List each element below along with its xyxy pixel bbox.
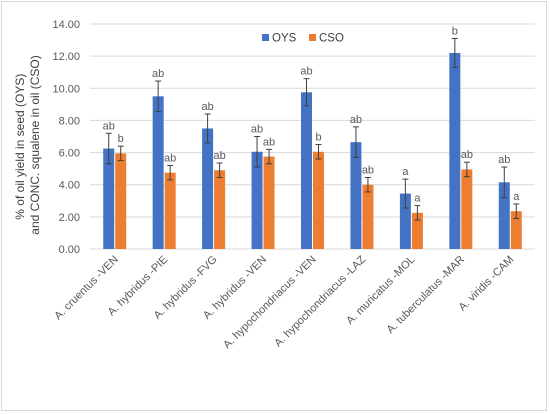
significance-label: b	[452, 25, 458, 37]
error-bar	[117, 145, 124, 162]
legend-label: OYS	[272, 33, 297, 45]
significance-label: ab	[251, 124, 263, 136]
y-tick-label: 10.00	[52, 83, 80, 95]
bar-oys	[103, 148, 115, 249]
error-bar	[155, 80, 162, 113]
error-bar	[364, 176, 371, 193]
bar-cso	[115, 153, 127, 249]
bar-oys	[202, 128, 214, 249]
bar-cso	[362, 184, 374, 249]
error-bar	[352, 126, 359, 158]
y-tick-label: 8.00	[59, 115, 80, 127]
error-bar	[303, 78, 310, 107]
significance-label: ab	[201, 101, 213, 113]
error-bar	[414, 205, 421, 221]
bar-cso	[411, 212, 423, 249]
bar-oys	[251, 151, 263, 249]
significance-label: ab	[152, 68, 164, 80]
bar-cso	[214, 170, 226, 249]
legend: OYS CSO	[262, 33, 344, 45]
bar-oys	[449, 52, 461, 249]
y-tick-label: 4.00	[59, 180, 80, 192]
legend-item-cso: CSO	[309, 33, 344, 45]
error-bar	[315, 144, 322, 160]
bar-oys	[399, 193, 411, 249]
significance-label: b	[118, 133, 124, 145]
grid-lines	[90, 23, 535, 250]
error-bars	[105, 37, 520, 221]
y-tick-label: 14.00	[52, 19, 80, 31]
legend-swatch	[262, 34, 269, 41]
y-axis-title-line1: % of oil yield in seed (OYS)	[13, 74, 27, 220]
error-bar	[254, 136, 261, 168]
bar-oys	[350, 142, 362, 249]
error-bar	[167, 164, 174, 181]
category-label: A. hypochondriacus -VEN	[221, 254, 319, 352]
significance-label: ab	[498, 154, 510, 166]
bar-oys	[498, 182, 510, 249]
legend-label: CSO	[319, 33, 344, 45]
bar-cso	[263, 156, 275, 249]
significance-label: a	[513, 191, 520, 203]
y-tick-label: 2.00	[59, 212, 80, 224]
error-bar	[105, 132, 112, 165]
bar-oys	[152, 96, 164, 249]
bar-oys	[301, 92, 312, 249]
significance-label: ab	[164, 152, 176, 164]
bar-cso	[510, 211, 522, 249]
bars	[103, 52, 522, 249]
bar-cso	[461, 169, 473, 249]
error-bar	[451, 37, 458, 68]
significance-label: ab	[213, 150, 225, 162]
legend-item-oys: OYS	[262, 33, 297, 45]
y-tick-label: 12.00	[52, 51, 80, 63]
error-bar	[501, 166, 508, 199]
legend-swatch	[309, 34, 316, 41]
error-bar	[463, 161, 470, 178]
significance-label: ab	[362, 164, 374, 176]
y-axis-title: % of oil yield in seed (OYS) and CONC. s…	[13, 55, 42, 234]
bar-cso	[313, 151, 324, 249]
significance-label: ab	[461, 149, 473, 161]
significance-label: a	[414, 193, 421, 205]
y-axis-tick-labels: 0.00 2.00 4.00 6.00 8.00 10.00 12.00 14.00	[52, 19, 80, 256]
category-label: A. hypochondriacus -LAZ	[272, 253, 368, 349]
error-bar	[204, 113, 211, 144]
error-bar	[513, 203, 520, 219]
significance-label: ab	[350, 114, 362, 126]
significance-label: ab	[263, 136, 275, 148]
significance-label: ab	[103, 120, 115, 132]
error-bar	[216, 162, 223, 178]
y-tick-label: 0.00	[59, 244, 80, 256]
error-bar	[402, 178, 409, 209]
y-tick-label: 6.00	[59, 148, 80, 160]
significance-label: ab	[300, 66, 312, 78]
significance-label: a	[402, 166, 409, 178]
y-axis-title-line2: and CONC. squalene in oil (CSO)	[28, 55, 42, 234]
bar-cso	[164, 172, 176, 249]
error-bar	[266, 148, 273, 165]
significance-label: b	[315, 132, 321, 144]
